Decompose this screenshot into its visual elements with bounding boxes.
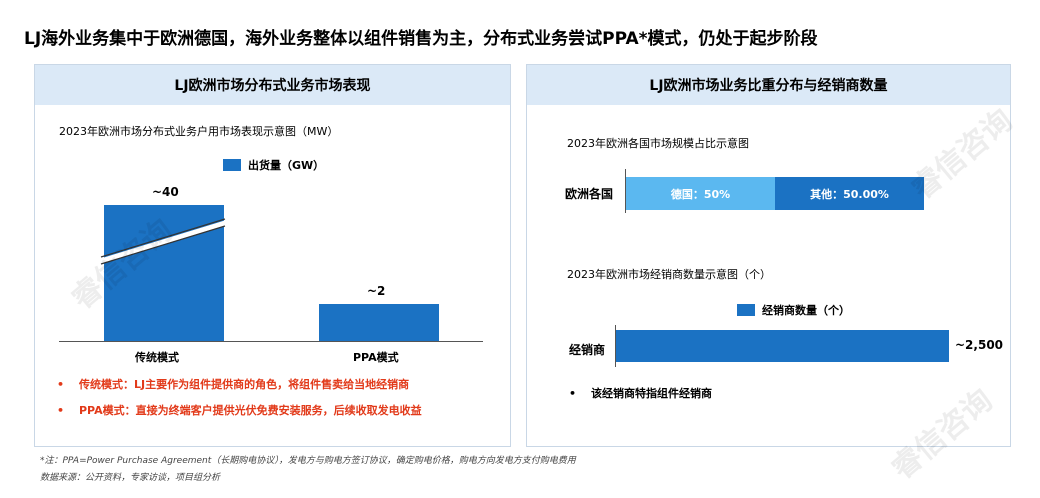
share-segment-germany-label: 德国：50% [670,187,731,201]
dealer-chart-legend: 经销商数量（个） [737,302,850,318]
note-ppa: • PPA模式：直接为终端客户提供光伏免费安装服务，后续收取发电收益 [57,404,422,417]
left-chart-subtitle: 2023年欧洲市场分布式业务户用市场表现示意图（MW） [59,125,339,138]
dealer-bullet-text: 该经销商特指组件经销商 [591,387,712,400]
share-chart-subtitle: 2023年欧洲各国市场规模占比示意图 [567,137,749,150]
share-segment-other: 其他：50.00% [775,177,924,210]
share-segment-germany: 德国：50% [626,177,775,210]
dealer-row-label: 经销商 [569,343,606,357]
share-y-axis [625,169,626,213]
note-traditional-text: 传统模式：LJ主要作为组件提供商的角色，将组件售卖给当地经销商 [79,378,410,391]
share-row-label: 欧洲各国 [565,187,614,201]
dealer-y-axis [615,325,616,367]
dealer-value-label: ~2,500 [955,338,1004,352]
bar-value-label-ppa: ~2 [367,284,386,298]
legend2-label: 经销商数量（个） [762,304,850,317]
left-panel-header: LJ欧洲市场分布式业务市场表现 [35,65,510,105]
dealer-bar [616,330,949,362]
note-ppa-text: PPA模式：直接为终端客户提供光伏免费安装服务，后续收取发电收益 [79,404,422,417]
bar-value-label-traditional: ~40 [152,185,179,199]
data-source: 数据来源：公开资料，专家访谈，项目组分析 [40,473,221,483]
page-title: LJ海外业务集中于欧洲德国，海外业务整体以组件销售为主，分布式业务尝试PPA*模… [24,29,818,49]
dealer-bullet: • 该经销商特指组件经销商 [569,387,712,400]
legend-swatch [223,159,241,171]
right-panel: LJ欧洲市场业务比重分布与经销商数量 2023年欧洲各国市场规模占比示意图 欧洲… [526,64,1011,447]
category-label-ppa: PPA模式 [353,351,399,364]
dealer-chart-subtitle: 2023年欧洲市场经销商数量示意图（个） [567,268,771,281]
left-chart-legend: 出货量（GW） [223,157,324,173]
right-panel-header: LJ欧洲市场业务比重分布与经销商数量 [527,65,1010,105]
bar-ppa [319,304,439,341]
legend2-swatch [737,304,755,316]
axis-break-mark [100,218,226,265]
category-label-traditional: 传统模式 [135,351,179,364]
footnote: *注：PPA=Power Purchase Agreement（长期购电协议），… [40,456,576,466]
share-segment-other-label: 其他：50.00% [810,187,889,201]
left-panel: LJ欧洲市场分布式业务市场表现 2023年欧洲市场分布式业务户用市场表现示意图（… [34,64,511,447]
note-traditional: • 传统模式：LJ主要作为组件提供商的角色，将组件售卖给当地经销商 [57,378,410,391]
x-axis-line [59,341,483,342]
legend-label: 出货量（GW） [248,159,325,172]
